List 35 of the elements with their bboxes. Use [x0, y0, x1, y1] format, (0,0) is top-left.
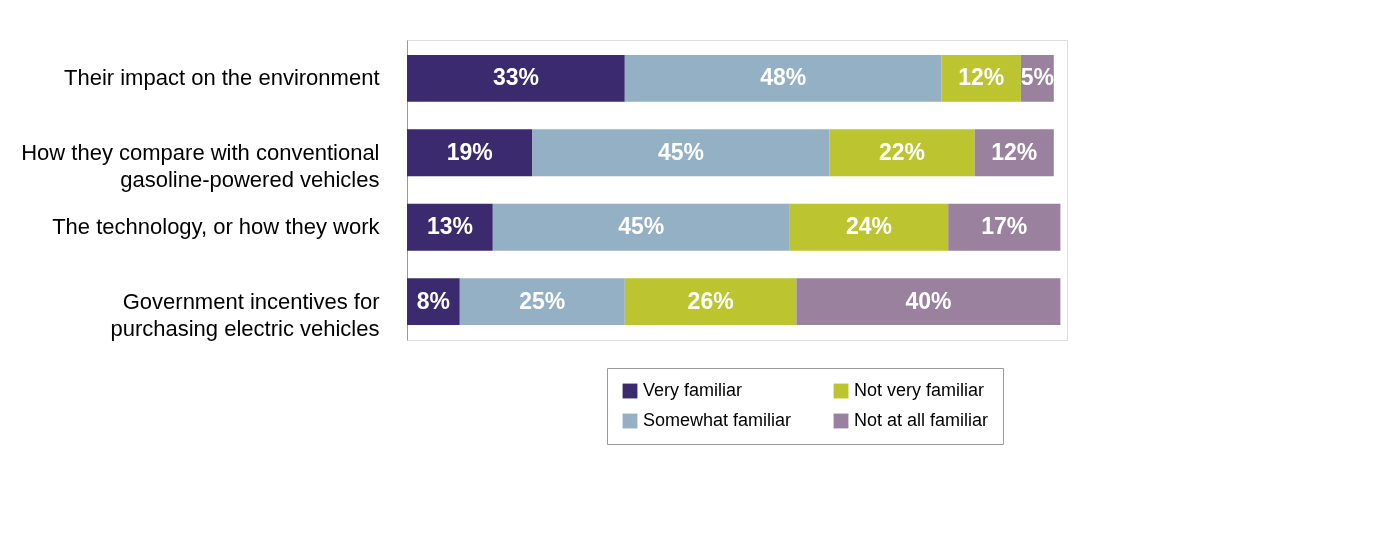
legend-label: Very familiar	[643, 380, 743, 400]
data-label: 40%	[905, 287, 952, 314]
bar	[789, 203, 949, 251]
data-label: 25%	[519, 287, 566, 314]
legend-label: Somewhat familiar	[643, 410, 792, 430]
data-label: 45%	[657, 138, 704, 165]
data-label: 22%	[878, 138, 926, 165]
bar	[407, 129, 533, 177]
bar	[948, 203, 1061, 251]
bar	[459, 278, 625, 326]
bar	[829, 129, 975, 177]
data-label: 19%	[446, 138, 493, 165]
y-tick-label: Their impact on the environment	[64, 65, 380, 91]
bar	[624, 54, 942, 102]
y-tick-label: Government incentives for purchasing electric vehicles	[110, 288, 380, 341]
data-label: 12%	[958, 64, 1005, 91]
bar	[532, 129, 830, 177]
bar	[796, 278, 1061, 326]
data-label: 12%	[991, 138, 1038, 165]
data-label: 48%	[760, 64, 807, 91]
legend-label: Not at all familiar	[854, 410, 989, 430]
data-label: 26%	[687, 287, 734, 314]
data-label: 8%	[416, 287, 451, 314]
y-tick-label: The technology, or how they work	[52, 214, 381, 240]
data-label: 17%	[981, 213, 1028, 240]
legend-label: Not very familiar	[854, 380, 985, 400]
data-label: 24%	[845, 213, 893, 240]
data-label: 13%	[426, 213, 473, 240]
data-label: 5%	[1020, 64, 1054, 91]
data-label: 45%	[618, 213, 665, 240]
bar	[492, 203, 790, 251]
data-label: 33%	[492, 64, 539, 91]
y-tick-label: How they compare with conventional gasoline-powered vehicles	[21, 139, 380, 192]
bar	[624, 278, 797, 326]
bar	[407, 54, 625, 102]
